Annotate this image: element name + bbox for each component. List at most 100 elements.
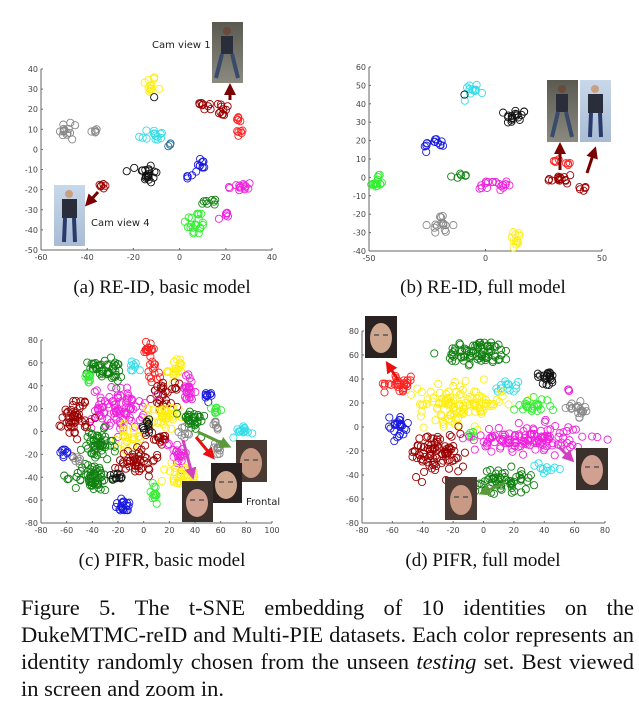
data-point <box>559 428 568 437</box>
data-point <box>478 406 487 415</box>
data-point <box>239 180 248 189</box>
subcaption-b: (b) RE-ID, full model <box>400 277 566 298</box>
data-point <box>470 387 479 396</box>
x-tick-label: -60 <box>386 526 399 535</box>
data-point <box>157 128 166 137</box>
y-tick-label: 40 <box>349 375 359 384</box>
data-point <box>435 388 444 397</box>
data-point <box>486 344 495 353</box>
data-point <box>173 364 182 373</box>
data-point <box>76 445 85 454</box>
data-point <box>550 451 559 460</box>
data-point <box>164 142 173 151</box>
data-point <box>412 473 421 482</box>
data-point <box>245 179 254 188</box>
data-point <box>211 195 220 204</box>
data-point <box>519 450 528 459</box>
x-tick-label: -80 <box>355 526 368 535</box>
data-point <box>507 111 516 121</box>
data-point <box>564 385 573 394</box>
data-point <box>142 126 151 135</box>
y-tick-label: -50 <box>25 246 38 255</box>
y-tick-label: -20 <box>346 447 359 456</box>
data-point <box>169 452 178 462</box>
data-point <box>455 400 465 409</box>
data-point <box>444 464 454 473</box>
data-point <box>380 388 389 397</box>
data-point <box>465 85 474 94</box>
data-point <box>568 425 577 434</box>
data-point <box>187 220 196 229</box>
data-point <box>482 441 492 450</box>
data-point <box>133 443 142 452</box>
data-point <box>153 418 162 427</box>
data-point <box>110 442 119 451</box>
data-point <box>144 343 154 353</box>
data-point <box>240 427 249 436</box>
y-tick-label: 40 <box>356 100 366 109</box>
data-point <box>532 437 541 446</box>
data-point <box>136 434 145 443</box>
data-point <box>423 395 432 404</box>
data-point <box>65 128 75 137</box>
data-point <box>437 411 446 420</box>
data-point <box>131 461 140 471</box>
data-point <box>229 433 238 442</box>
data-point <box>222 209 231 218</box>
x-tick-label: 100 <box>264 526 279 535</box>
x-tick-label: -40 <box>86 526 99 535</box>
data-point <box>148 357 157 366</box>
data-point <box>119 431 128 441</box>
data-point <box>417 477 427 487</box>
data-point <box>127 404 136 413</box>
x-tick-label: -60 <box>34 253 47 262</box>
data-point <box>548 405 558 415</box>
data-point <box>497 387 507 396</box>
data-point <box>63 475 72 484</box>
y-tick-label: -30 <box>353 229 366 238</box>
x-tick-label: 20 <box>164 526 174 535</box>
data-point <box>578 432 587 441</box>
data-point <box>119 430 129 439</box>
data-point <box>201 390 210 399</box>
data-point <box>236 427 245 436</box>
data-point <box>148 428 157 437</box>
data-point <box>201 393 210 402</box>
data-point <box>160 412 169 421</box>
data-point <box>192 221 201 230</box>
data-point <box>422 221 431 230</box>
y-tick-label: 0 <box>33 145 38 154</box>
data-point <box>482 467 491 476</box>
x-tick-label: 40 <box>539 526 549 535</box>
data-point <box>489 399 498 409</box>
data-point <box>454 422 463 431</box>
data-point <box>408 452 417 461</box>
data-point <box>554 174 563 183</box>
data-point <box>132 402 141 411</box>
data-point <box>429 443 438 452</box>
data-point <box>109 372 118 381</box>
x-tick-label: -20 <box>447 526 460 535</box>
data-point <box>151 386 160 395</box>
data-point <box>507 488 516 497</box>
x-tick-label: 0 <box>483 254 488 263</box>
data-point <box>89 441 98 450</box>
data-point <box>100 397 109 406</box>
y-tick-label: -60 <box>25 496 38 505</box>
data-point <box>564 423 573 432</box>
data-point <box>521 485 530 494</box>
data-point <box>167 424 176 433</box>
person-photo-cam4 <box>54 185 85 246</box>
data-point <box>477 398 486 407</box>
data-point <box>447 172 456 181</box>
data-point <box>488 478 497 487</box>
data-point <box>446 410 455 419</box>
data-point <box>69 454 78 463</box>
data-point <box>191 220 200 229</box>
data-point <box>532 399 541 408</box>
x-tick-label: 40 <box>190 526 200 535</box>
data-point <box>423 139 432 148</box>
data-point <box>441 394 451 403</box>
data-point <box>96 182 105 191</box>
data-point <box>436 410 445 419</box>
